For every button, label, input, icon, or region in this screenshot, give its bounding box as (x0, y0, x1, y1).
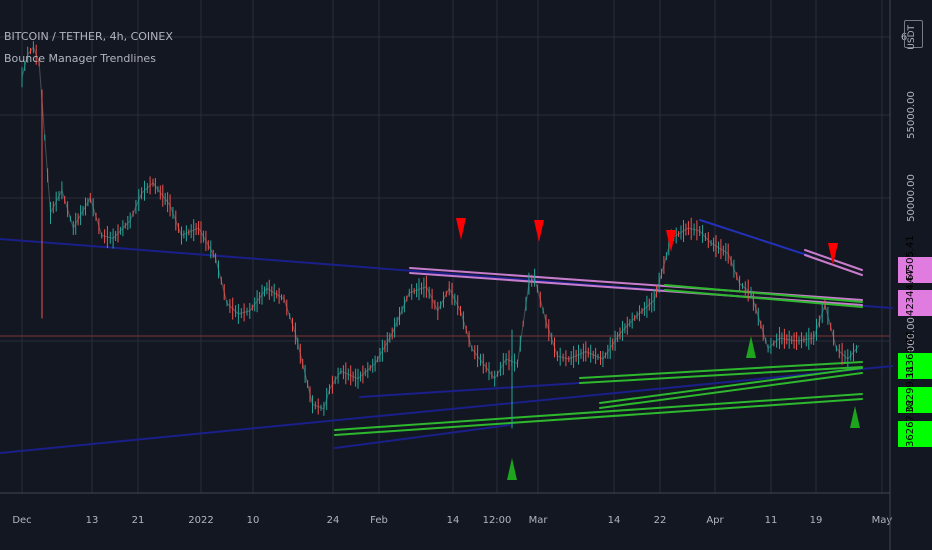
buy-signal-arrow (850, 406, 860, 428)
x-tick-label: 2022 (188, 515, 213, 526)
sell-signal-arrow (666, 230, 676, 252)
x-tick-label: 10 (247, 515, 260, 526)
x-tick-label: 14 (608, 515, 621, 526)
x-tick-label: 13 (86, 515, 99, 526)
sell-signal-arrow (828, 243, 838, 265)
x-tick-label: 24 (327, 515, 340, 526)
buy-signal-arrow (746, 336, 756, 358)
x-tick-label: 21 (132, 515, 145, 526)
buy-signal-arrow (507, 458, 517, 480)
x-tick-label: Feb (370, 515, 388, 526)
support-band-upper (664, 284, 863, 303)
resistance-band-top (804, 254, 863, 276)
x-tick-label: May (872, 515, 893, 526)
support-band-base (334, 393, 863, 431)
x-tick-label: 11 (765, 515, 778, 526)
x-tick-label: 22 (654, 515, 667, 526)
trendline-lower (0, 365, 893, 454)
trendline-mid (359, 382, 581, 398)
y-tick-label: 50000.00 (906, 174, 917, 222)
x-tick-label: 19 (810, 515, 823, 526)
x-tick-label: 12:00 (483, 515, 512, 526)
indicator-title: Bounce Manager Trendlines (4, 52, 156, 65)
sell-signal-arrow (456, 218, 466, 240)
symbol-title: BITCOIN / TETHER, 4h, COINEX (4, 30, 173, 43)
y-tick-label: 55000.00 (906, 91, 917, 139)
currency-label: USDT (907, 25, 917, 50)
sell-signal-arrow (534, 220, 544, 242)
support-band-base (334, 398, 863, 436)
x-tick-label: Apr (706, 515, 724, 526)
trendline-recent-high (699, 219, 811, 257)
x-tick-label: Dec (12, 515, 31, 526)
currency-button[interactable] (904, 20, 923, 48)
x-tick-label: 14 (447, 515, 460, 526)
y-tick-label: 40000.00 (906, 317, 917, 365)
support-band-upper (664, 289, 863, 308)
support-band-diagonal (599, 367, 863, 404)
price-tag-resistance-2: 42344.67 (898, 268, 932, 316)
x-tick-label: Mar (529, 515, 549, 526)
support-band-mid (579, 361, 863, 379)
price-tag-support-3: 36267.02 (898, 399, 932, 447)
support-band-mid (579, 366, 863, 384)
support-band-diagonal (599, 372, 863, 409)
trendline-base (334, 424, 511, 449)
